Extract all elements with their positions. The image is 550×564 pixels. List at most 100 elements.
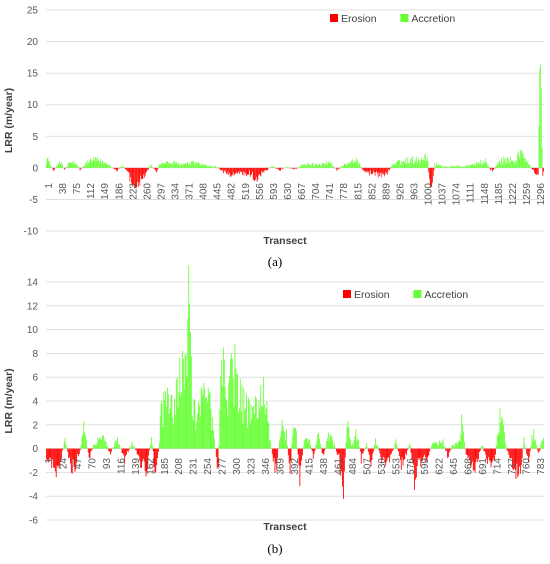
bar [285, 440, 287, 449]
bar [138, 167, 140, 182]
bar [109, 165, 111, 168]
bar [521, 153, 523, 168]
bar [262, 376, 264, 449]
bar [97, 156, 99, 168]
bar [241, 167, 243, 173]
bar [331, 165, 333, 168]
x-tick-label: 553 [391, 458, 402, 475]
bar [55, 448, 57, 478]
bar [225, 167, 227, 172]
bar [531, 435, 533, 449]
bar [341, 166, 343, 168]
bar [75, 448, 77, 470]
bar [481, 164, 482, 168]
bar [278, 167, 280, 171]
bar [178, 392, 180, 449]
bar [370, 167, 371, 171]
bar [416, 156, 417, 168]
bar [451, 165, 453, 168]
bar [94, 444, 96, 449]
bar [121, 166, 122, 168]
bar [310, 165, 312, 168]
bar [214, 438, 215, 449]
bar [459, 441, 461, 449]
bar [519, 448, 521, 474]
bar [82, 433, 84, 449]
bar [520, 448, 522, 466]
bar [514, 163, 515, 168]
bar [283, 431, 285, 449]
bar [448, 448, 450, 453]
bar [410, 448, 412, 453]
bar [318, 163, 320, 168]
x-tick-label: 116 [116, 458, 127, 474]
bar [88, 162, 89, 168]
bar [152, 448, 154, 451]
x-tick-label: 482 [227, 183, 238, 200]
bar [180, 396, 182, 449]
bar [127, 448, 129, 453]
bar [62, 448, 63, 451]
bar [524, 444, 526, 449]
x-tick-label: 392 [290, 458, 301, 475]
bar [244, 167, 246, 173]
bar [482, 164, 484, 168]
bar [444, 446, 446, 449]
bar [96, 161, 98, 168]
bar [101, 163, 102, 168]
bar [70, 162, 72, 168]
bar [119, 447, 121, 449]
bar [252, 406, 254, 449]
bar [128, 448, 130, 450]
bar [505, 446, 507, 449]
x-tick-label: 208 [174, 458, 185, 475]
bar [147, 448, 149, 469]
bar [168, 161, 170, 168]
bar [96, 442, 98, 449]
bar [198, 161, 200, 168]
bar [135, 167, 137, 186]
bar [538, 448, 540, 452]
bar [496, 165, 498, 168]
x-tick-label: 38 [58, 183, 69, 195]
bar [163, 163, 164, 168]
bar [88, 448, 90, 458]
bar [239, 167, 241, 172]
bar [196, 163, 198, 168]
bar [224, 167, 226, 170]
bar [400, 448, 402, 470]
bar [226, 401, 228, 449]
bar [515, 448, 517, 479]
bar [249, 167, 251, 177]
bar [519, 159, 521, 168]
bar [474, 448, 476, 473]
bar [319, 165, 321, 168]
bar [271, 448, 273, 455]
bar [131, 167, 132, 184]
bar [459, 167, 461, 168]
bar [157, 448, 159, 459]
bar [199, 163, 200, 168]
x-tick-label: 139 [131, 458, 142, 475]
bar [490, 167, 492, 171]
bar [134, 167, 136, 189]
bar [157, 167, 158, 171]
bar [236, 374, 238, 449]
bar [521, 149, 522, 168]
bar [411, 157, 413, 168]
bar [181, 392, 183, 449]
bar [484, 448, 486, 452]
bar [375, 167, 377, 173]
y-axis-title: LRR (m/year) [3, 88, 15, 153]
bar [281, 167, 283, 170]
bar [49, 161, 50, 168]
x-tick-label: 852 [367, 183, 378, 200]
bar [274, 448, 276, 473]
bar [163, 391, 165, 449]
bar [429, 167, 431, 188]
bar [528, 163, 530, 168]
bar [223, 167, 225, 172]
bar [372, 448, 374, 454]
bar [170, 163, 172, 168]
